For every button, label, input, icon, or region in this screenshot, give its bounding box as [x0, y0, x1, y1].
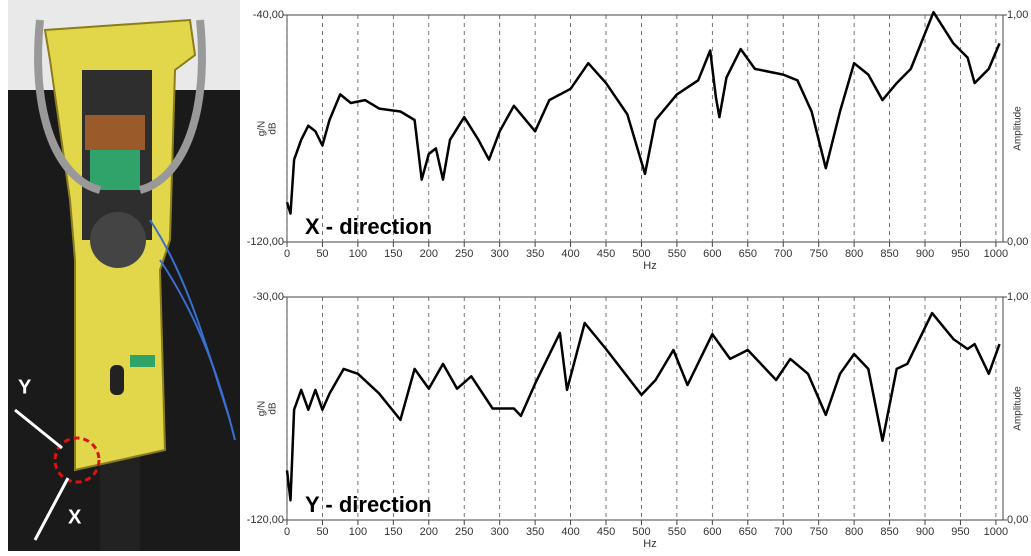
- x-tick-label: 950: [951, 248, 969, 260]
- direction-annotation: X - direction: [305, 214, 432, 239]
- x-tick-label: 850: [880, 248, 898, 260]
- photo-gear: [90, 212, 146, 268]
- x-tick-label: 400: [561, 526, 579, 538]
- photo: Y X: [8, 0, 240, 551]
- x-tick-label: 1000: [984, 526, 1008, 538]
- x-axis-label: Hz: [643, 538, 656, 550]
- x-tick-label: 0: [284, 526, 290, 538]
- figure: Y X 050100150200250300350400450500550600…: [0, 0, 1031, 551]
- x-tick-label: 300: [490, 526, 508, 538]
- y2-tick-label: 0,00: [1007, 236, 1028, 248]
- photo-board: [90, 150, 140, 190]
- x-tick-label: 0: [284, 248, 290, 260]
- photo-label: X: [68, 506, 82, 528]
- y-axis-label: dB: [268, 122, 279, 135]
- x-tick-label: 900: [916, 248, 934, 260]
- series-line: [287, 313, 1000, 500]
- x-tick-label: 700: [774, 248, 792, 260]
- x-tick-label: 850: [880, 526, 898, 538]
- series-line: [287, 12, 1000, 213]
- x-tick-label: 100: [349, 526, 367, 538]
- x-axis-label: Hz: [643, 260, 656, 272]
- y2-tick-label: 1,00: [1007, 291, 1028, 303]
- x-tick-label: 450: [597, 526, 615, 538]
- y-axis-label: g/N: [257, 401, 268, 417]
- x-tick-label: 50: [316, 248, 328, 260]
- y2-tick-label: 1,00: [1007, 9, 1028, 21]
- x-tick-label: 100: [349, 248, 367, 260]
- x-tick-label: 400: [561, 248, 579, 260]
- direction-annotation: Y - direction: [305, 492, 432, 517]
- x-tick-label: 600: [703, 526, 721, 538]
- x-tick-label: 900: [916, 526, 934, 538]
- x-tick-label: 150: [384, 526, 402, 538]
- x-tick-label: 600: [703, 248, 721, 260]
- x-tick-label: 700: [774, 526, 792, 538]
- y-axis-label: dB: [268, 402, 279, 415]
- y-tick-label: -120,00: [247, 514, 284, 526]
- x-tick-label: 450: [597, 248, 615, 260]
- y2-axis-label: Amplitude: [1013, 386, 1024, 431]
- x-tick-label: 350: [526, 526, 544, 538]
- x-tick-label: 750: [810, 526, 828, 538]
- x-tick-label: 200: [420, 248, 438, 260]
- photo-sensor: [130, 355, 155, 367]
- x-tick-label: 500: [632, 526, 650, 538]
- plot-frame: [287, 15, 1003, 242]
- y2-tick-label: 0,00: [1007, 514, 1028, 526]
- y2-axis-label: Amplitude: [1013, 106, 1024, 151]
- photo-label: Y: [18, 376, 32, 398]
- x-tick-label: 950: [951, 526, 969, 538]
- x-tick-label: 800: [845, 526, 863, 538]
- photo-plate: [85, 115, 145, 150]
- y-tick-label: -40,00: [253, 9, 284, 21]
- photo-slot: [110, 365, 124, 395]
- x-tick-label: 550: [668, 526, 686, 538]
- x-tick-label: 550: [668, 248, 686, 260]
- x-tick-label: 250: [455, 526, 473, 538]
- x-tick-label: 1000: [984, 248, 1008, 260]
- x-tick-label: 300: [490, 248, 508, 260]
- x-tick-label: 800: [845, 248, 863, 260]
- x-tick-label: 350: [526, 248, 544, 260]
- y-axis-label: g/N: [257, 121, 268, 137]
- x-tick-label: 650: [739, 248, 757, 260]
- x-tick-label: 250: [455, 248, 473, 260]
- x-tick-label: 500: [632, 248, 650, 260]
- x-tick-label: 750: [810, 248, 828, 260]
- plot-frame: [287, 297, 1003, 520]
- x-tick-label: 200: [420, 526, 438, 538]
- y-tick-label: -30,00: [253, 291, 284, 303]
- x-tick-label: 50: [316, 526, 328, 538]
- y-tick-label: -120,00: [247, 236, 284, 248]
- x-tick-label: 150: [384, 248, 402, 260]
- x-tick-label: 650: [739, 526, 757, 538]
